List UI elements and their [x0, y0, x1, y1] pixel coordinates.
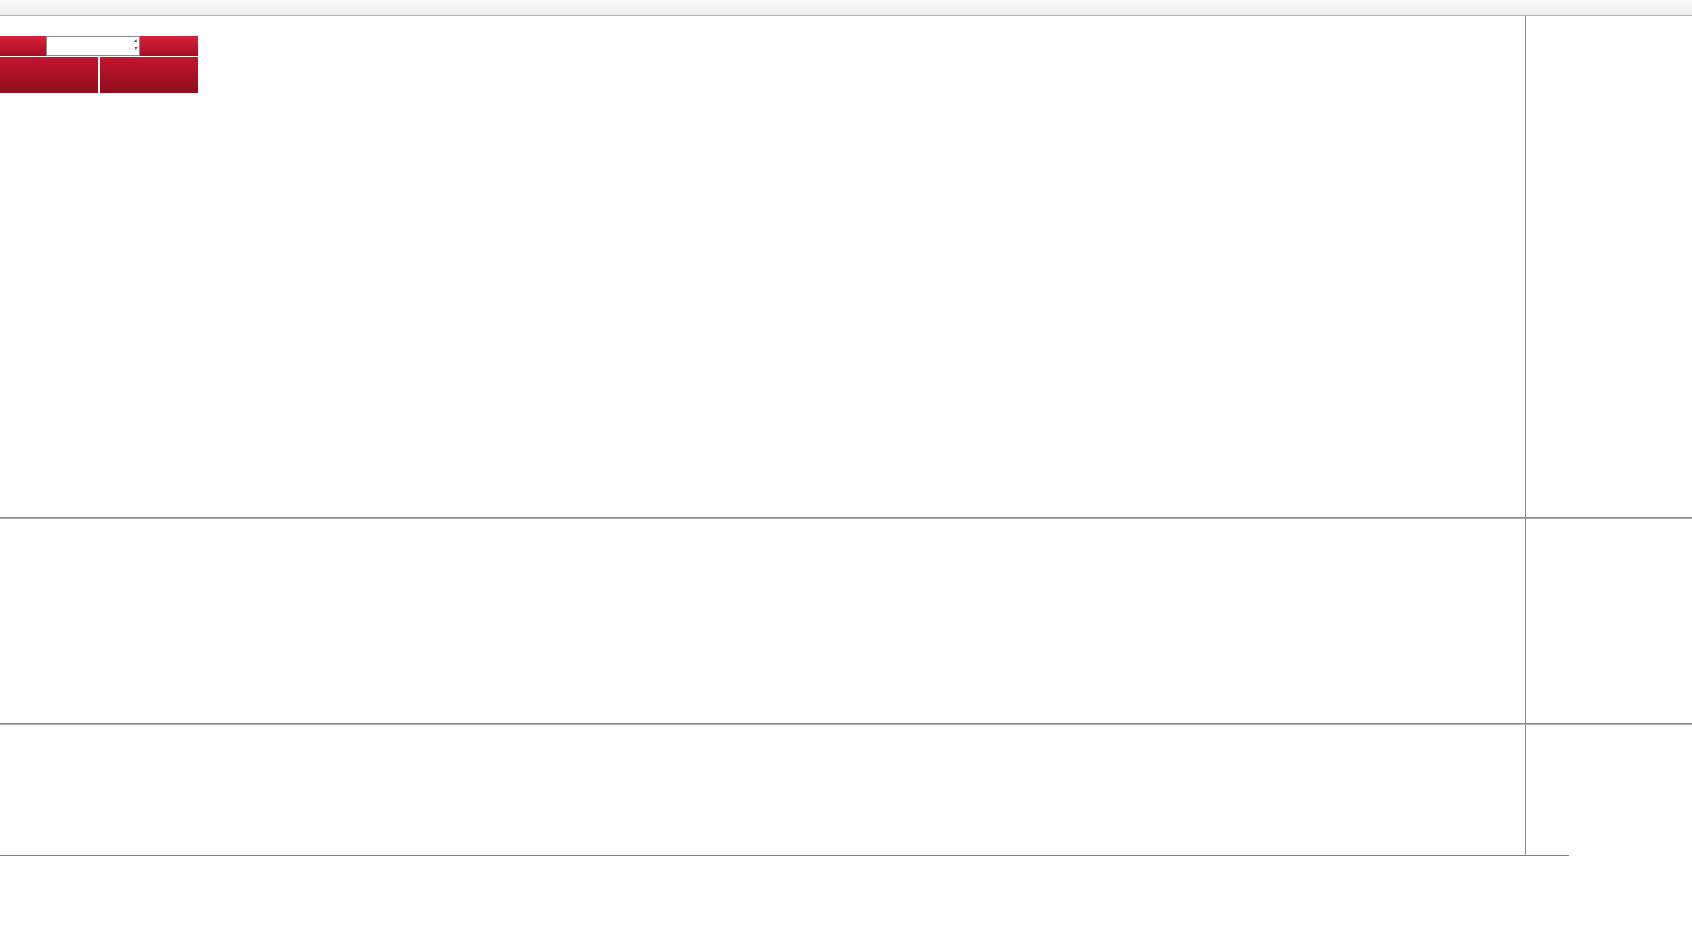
- price-chart-panel[interactable]: ▴ ▾: [0, 16, 1692, 517]
- macd-panel[interactable]: [0, 519, 1692, 723]
- panel-divider[interactable]: [0, 517, 1692, 519]
- one-click-trading-widget: ▴ ▾: [0, 36, 198, 93]
- buy-price-button[interactable]: [100, 57, 198, 93]
- macd-chart[interactable]: [0, 519, 1525, 723]
- rsi-chart[interactable]: [0, 725, 1525, 855]
- volume-spinner[interactable]: ▴ ▾: [134, 37, 137, 53]
- spinner-up-icon[interactable]: ▴: [133, 38, 137, 44]
- buy-button[interactable]: [140, 36, 198, 56]
- sell-price-button[interactable]: [0, 57, 98, 93]
- time-axis[interactable]: [0, 855, 1569, 872]
- price-chart[interactable]: [0, 16, 1525, 517]
- rsi-panel[interactable]: [0, 725, 1692, 855]
- sell-button[interactable]: [0, 36, 46, 56]
- volume-input[interactable]: ▴ ▾: [46, 36, 140, 56]
- panel-divider[interactable]: [0, 723, 1692, 725]
- main-toolbar: [0, 0, 1692, 16]
- rsi-label: [2, 727, 6, 738]
- macd-label: [2, 521, 10, 532]
- spinner-down-icon[interactable]: ▾: [133, 46, 137, 52]
